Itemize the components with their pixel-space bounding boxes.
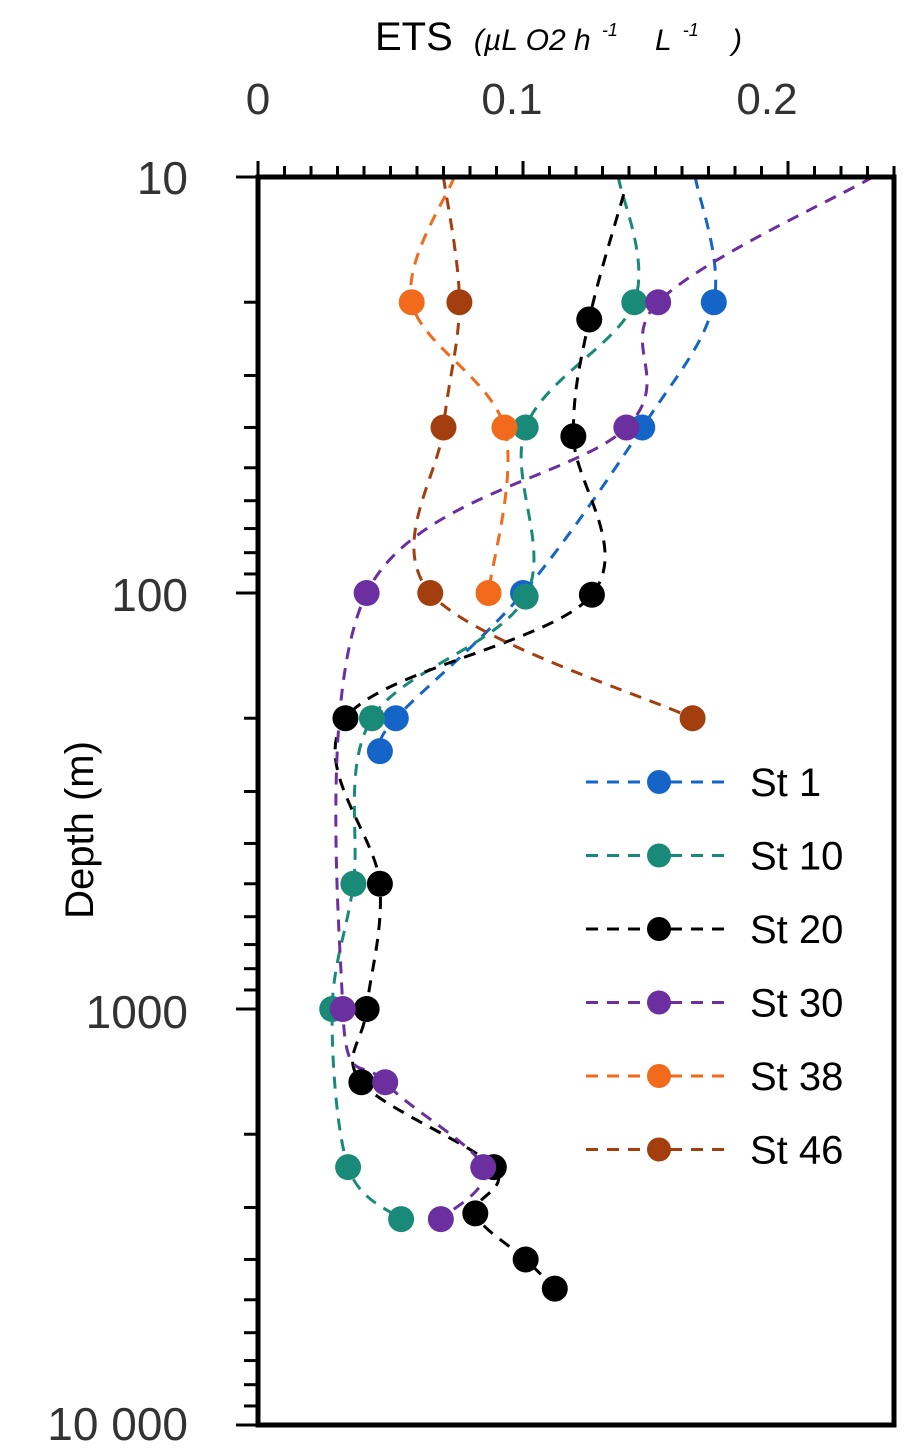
legend-marker: [647, 770, 671, 794]
data-point-st-20-6: [348, 1069, 375, 1096]
data-point-st-38-2: [475, 580, 502, 606]
data-point-st-10-7: [388, 1206, 415, 1233]
x-tick-label-2: 0.2: [736, 75, 797, 124]
y-tick-label-0: 10: [137, 152, 188, 204]
data-point-st-20-2: [578, 581, 605, 608]
data-point-st-20-10: [541, 1275, 568, 1302]
data-point-st-20-9: [512, 1246, 539, 1273]
series-line-st-46: [412, 176, 694, 720]
data-point-st-46-3: [679, 705, 706, 732]
legend-marker: [647, 1137, 671, 1162]
legend-marker: [647, 917, 671, 941]
data-point-st-20-5: [353, 996, 380, 1022]
x-axis-title: ETS (µL O2 h -1 L -1 ): [375, 1, 742, 59]
legend-label: St 30: [750, 982, 843, 1026]
data-point-st-20-0: [576, 306, 603, 333]
legend-label: St 1: [750, 761, 821, 805]
series-lines: [330, 175, 874, 1290]
data-point-st-46-0: [446, 289, 473, 316]
series-line-st-10: [330, 176, 641, 1221]
y-tick-label-3: 10 000: [47, 1398, 188, 1450]
data-point-st-46-1: [430, 414, 457, 441]
data-point-st-30-1: [613, 414, 640, 441]
data-point-st-30-3: [329, 996, 356, 1022]
data-point-st-38-1: [491, 414, 518, 441]
legend-marker: [647, 990, 671, 1015]
series-line-st-20: [333, 193, 626, 1290]
y-axis-title: Depth (m): [58, 741, 102, 919]
data-point-st-20-8: [462, 1200, 489, 1227]
data-point-st-10-0: [621, 289, 648, 316]
x-tick-label-0: 0: [246, 75, 270, 124]
data-point-st-30-6: [427, 1206, 454, 1233]
legend: St 1 St 10 St 20 St 30 St 38 St 46: [586, 761, 843, 1173]
data-point-st-38-0: [398, 289, 425, 316]
legend-label: St 46: [750, 1129, 843, 1173]
series-line-st-38: [409, 176, 510, 594]
data-point-st-20-1: [560, 423, 587, 450]
series-points: [319, 289, 727, 1302]
y-tick-label-2: 1000: [86, 986, 188, 1038]
data-point-st-20-3: [332, 705, 359, 732]
data-point-st-30-4: [372, 1069, 399, 1096]
x-tick-label-1: 0.1: [481, 75, 542, 124]
legend-marker: [647, 843, 671, 868]
data-point-st-1-0: [700, 289, 727, 316]
data-point-st-1-3: [382, 705, 409, 732]
data-point-st-20-4: [366, 870, 393, 897]
plot-frame: [255, 174, 897, 1428]
data-point-st-10-1: [512, 414, 539, 441]
data-point-st-46-2: [417, 580, 444, 606]
data-point-st-30-5: [470, 1154, 497, 1181]
legend-label: St 20: [750, 908, 843, 952]
y-tick-label-1: 100: [111, 569, 188, 621]
legend-label: St 10: [750, 835, 843, 879]
data-point-st-30-2: [353, 580, 380, 606]
legend-label: St 38: [750, 1055, 843, 1099]
legend-marker: [647, 1064, 671, 1088]
data-point-st-10-2: [512, 583, 539, 610]
data-point-st-1-4: [366, 738, 393, 765]
data-point-st-30-0: [645, 289, 672, 316]
data-point-st-10-4: [340, 870, 367, 897]
series-line-st-1: [378, 176, 718, 752]
data-point-st-10-3: [358, 705, 385, 732]
data-point-st-10-6: [335, 1154, 362, 1181]
